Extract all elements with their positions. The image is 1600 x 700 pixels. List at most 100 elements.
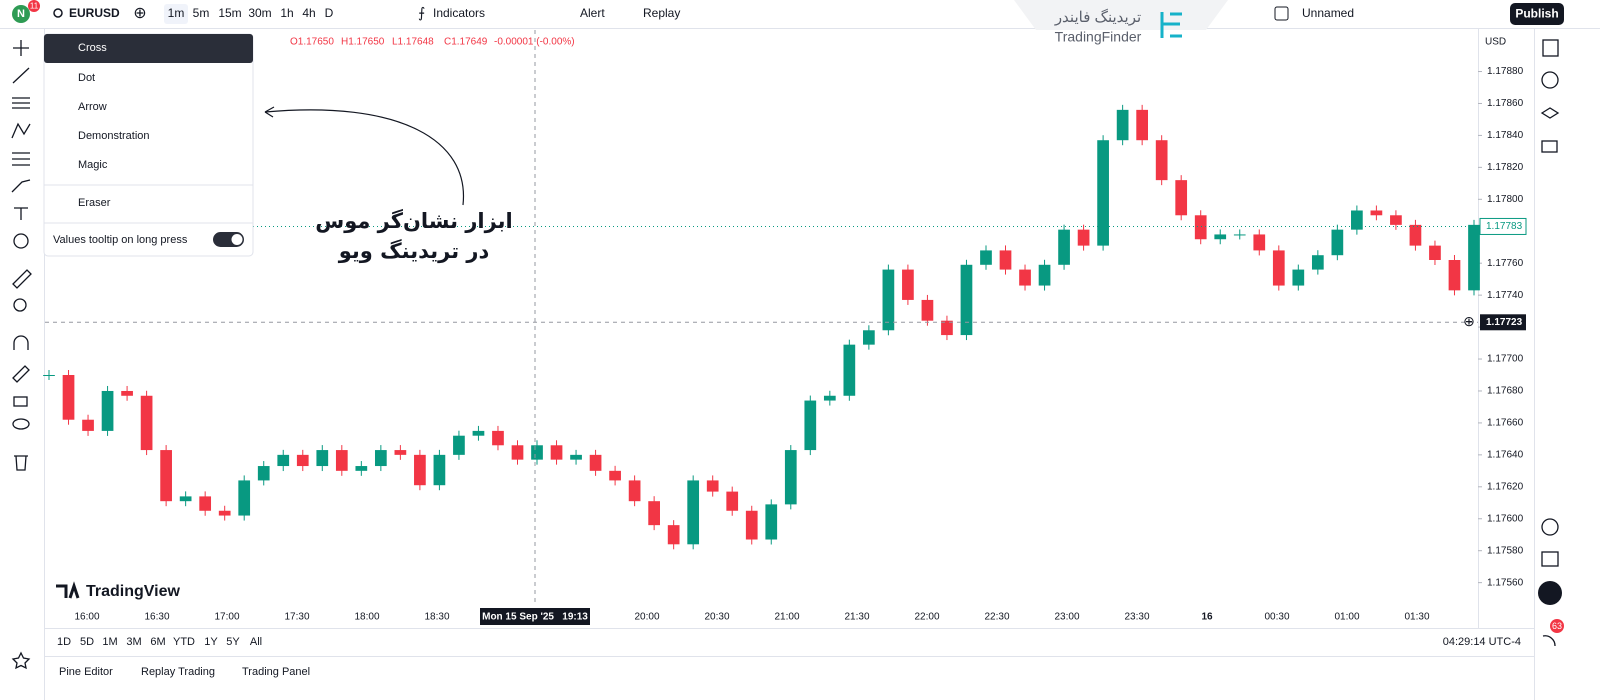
menu-item[interactable]: Dot	[78, 72, 95, 84]
y-tick-label: 1.17800	[1487, 194, 1524, 205]
interval[interactable]: 1h	[280, 6, 293, 20]
calendar[interactable]	[1541, 551, 1559, 567]
candle-body	[999, 250, 1012, 270]
candle-body	[1155, 140, 1168, 181]
candle-body	[62, 375, 75, 420]
candle-body	[726, 491, 739, 511]
x-tick-label: 23:30	[1124, 612, 1149, 623]
tool-eye[interactable]	[12, 418, 30, 430]
interval[interactable]: D	[325, 6, 334, 20]
x-tick-label: 22:00	[914, 612, 939, 623]
y-tick-label: 1.17740	[1487, 290, 1524, 301]
tool-trash[interactable]	[14, 455, 28, 471]
publish-button[interactable]	[1510, 3, 1564, 25]
tool-emoji[interactable]	[13, 233, 29, 249]
candle-body	[706, 480, 719, 492]
layout-icon[interactable]	[1274, 6, 1289, 21]
left-tools	[11, 40, 32, 670]
y-tick-label: 1.17880	[1487, 66, 1524, 77]
panel-tab[interactable]: Pine Editor	[59, 666, 113, 678]
crosshair-add[interactable]: ⊕	[1463, 313, 1475, 329]
target[interactable]	[1541, 518, 1559, 536]
tool-zoom[interactable]	[13, 298, 27, 312]
tool-cross[interactable]	[13, 40, 29, 56]
candle-body	[648, 501, 660, 526]
indicators[interactable]: Indicators	[433, 6, 485, 20]
tool-forecast[interactable]	[12, 152, 30, 166]
candle-body	[43, 375, 55, 376]
range[interactable]: All	[250, 636, 262, 648]
panel-tab[interactable]: Replay Trading	[141, 666, 215, 678]
x-tick-label: 20:00	[634, 612, 659, 623]
tool-pattern[interactable]	[11, 122, 31, 139]
symbol[interactable]: EURUSD	[69, 6, 120, 20]
tool-magnet[interactable]	[13, 335, 29, 350]
candle-body	[863, 330, 875, 345]
candle-body	[1409, 224, 1422, 246]
chat[interactable]	[1541, 140, 1558, 153]
tool-ruler[interactable]	[12, 269, 32, 289]
range[interactable]: 5Y	[226, 636, 240, 648]
candle-body	[218, 510, 231, 516]
interval[interactable]: 15m	[218, 6, 241, 20]
y-tick-label: 1.17680	[1487, 386, 1524, 397]
watchlist[interactable]	[1542, 39, 1559, 57]
range[interactable]: 6M	[150, 636, 165, 648]
candle-body	[1253, 234, 1266, 251]
apps-button[interactable]	[1538, 581, 1562, 605]
tool-fib[interactable]	[12, 97, 30, 109]
range[interactable]: YTD	[173, 636, 195, 648]
candle-body	[296, 454, 309, 467]
currency[interactable]: USD	[1485, 37, 1506, 48]
notif-count: 63	[1552, 621, 1562, 631]
search-icon[interactable]	[53, 8, 63, 18]
menu-item[interactable]: Demonstration	[78, 130, 150, 142]
layout-name[interactable]: Unnamed	[1302, 6, 1354, 20]
candle-body	[823, 395, 836, 401]
range[interactable]: 1M	[102, 636, 117, 648]
menu-item[interactable]: Arrow	[78, 101, 107, 113]
candle-body	[765, 504, 778, 540]
interval[interactable]: 1m	[168, 6, 185, 20]
y-tick-label: 1.17660	[1487, 418, 1524, 429]
tool-star[interactable]	[11, 651, 31, 670]
tool-brush[interactable]	[11, 179, 31, 193]
x-tick-label: 01:00	[1334, 612, 1359, 623]
alert[interactable]: Alert	[580, 6, 605, 20]
menu-item[interactable]: Cross	[78, 42, 107, 54]
candle-body	[589, 454, 602, 471]
y-tick-label: 1.17640	[1487, 450, 1524, 461]
tool-text[interactable]	[14, 207, 28, 220]
interval[interactable]: 5m	[193, 6, 210, 20]
add-symbol[interactable]: ⊕	[133, 5, 146, 22]
x-tick-label: 21:00	[774, 612, 799, 623]
x-tick-label: 20:30	[704, 612, 729, 623]
range[interactable]: 1D	[57, 636, 71, 648]
top-bar	[0, 0, 1600, 28]
range[interactable]: 3M	[126, 636, 141, 648]
tool-lock-draw[interactable]	[12, 365, 30, 383]
alerts[interactable]	[1541, 71, 1559, 89]
candle-body	[1214, 234, 1227, 240]
toggle-label: Values tooltip on long press	[53, 234, 188, 246]
menu-item[interactable]: Eraser	[78, 197, 111, 209]
replay[interactable]: Replay	[643, 6, 680, 20]
signals[interactable]	[1542, 635, 1556, 647]
range[interactable]: 5D	[80, 636, 94, 648]
panel-tab[interactable]: Trading Panel	[242, 666, 310, 678]
tool-lock[interactable]	[13, 396, 28, 407]
tool-line[interactable]	[12, 67, 30, 84]
menu-item[interactable]: Magic	[78, 159, 108, 171]
interval[interactable]: 30m	[248, 6, 271, 20]
range[interactable]: 1Y	[204, 636, 218, 648]
menu-selected	[44, 34, 253, 63]
watermark-fa: تریدینگ فایندر	[1054, 8, 1141, 26]
layers[interactable]	[1540, 107, 1560, 119]
candle-body	[414, 454, 426, 486]
candle-body	[1019, 269, 1031, 286]
last-price: 1.17783	[1486, 221, 1523, 232]
avatar[interactable]	[12, 5, 30, 23]
interval[interactable]: 4h	[302, 6, 315, 20]
candle-body	[1038, 264, 1051, 286]
y-tick-label: 1.17820	[1487, 162, 1524, 173]
